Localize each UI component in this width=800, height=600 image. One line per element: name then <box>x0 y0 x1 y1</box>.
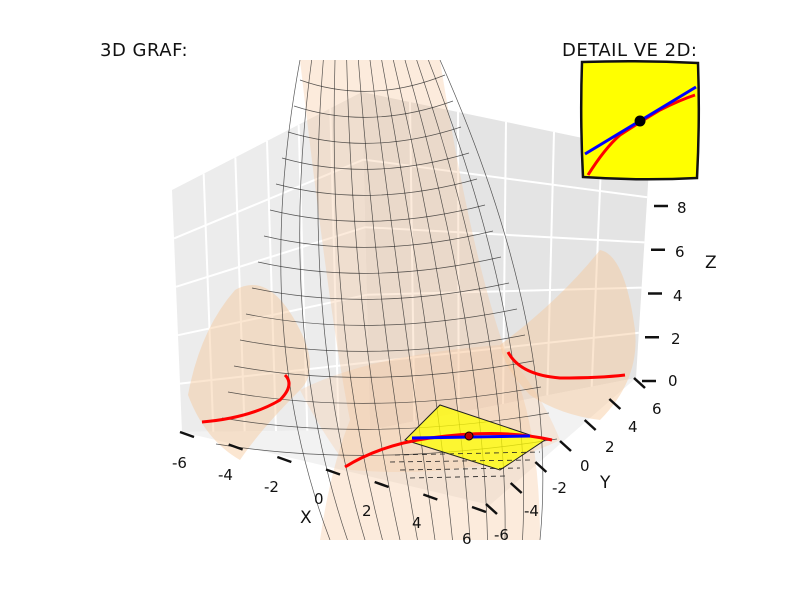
mesh-line <box>299 60 348 540</box>
mesh-line <box>428 60 524 540</box>
x-tick-label: -2 <box>264 478 279 496</box>
x-tick-label: -4 <box>218 466 233 484</box>
grid-line <box>502 121 507 405</box>
y-tick-mark <box>583 419 597 431</box>
x-tick-label: 4 <box>412 514 422 532</box>
surface-left-saddle <box>188 285 310 460</box>
mesh-line <box>239 334 526 352</box>
grid-line <box>173 158 364 240</box>
y-tick-label: 0 <box>580 457 590 475</box>
z-tick-label: 4 <box>673 287 683 305</box>
back-panes <box>172 92 650 505</box>
y-tick-mark <box>633 377 646 389</box>
inset-point <box>634 115 646 127</box>
surface-mesh <box>215 60 558 540</box>
mesh-line <box>346 60 401 540</box>
x-tick-label: 2 <box>362 502 372 520</box>
x-tick-mark <box>276 455 292 464</box>
grid-line <box>457 111 460 413</box>
mesh-line <box>299 74 446 92</box>
mesh-line <box>221 412 550 430</box>
grid-line <box>590 141 603 387</box>
shadow-line <box>409 475 506 479</box>
y-tick-mark <box>509 482 523 494</box>
mesh-line <box>245 308 518 326</box>
shadow-line <box>399 467 521 471</box>
x-tick-mark <box>179 430 195 439</box>
tangent-plane-shadow <box>389 451 541 479</box>
x-tick-mark <box>471 505 487 514</box>
mesh-line <box>257 256 502 274</box>
level-curve-left <box>201 373 291 424</box>
mesh-line <box>357 60 418 540</box>
y-tick-mark <box>559 440 572 452</box>
x-tick-mark <box>228 443 244 451</box>
z-axis-label: Z <box>705 253 717 273</box>
right-back-pane <box>362 92 650 430</box>
z-tick-label: 8 <box>677 199 687 217</box>
x-tick-labels: -6 -4 -2 0 2 4 6 <box>172 454 472 548</box>
z-tick-label: 2 <box>671 330 681 348</box>
axis-ticks <box>179 204 668 515</box>
x-tick-label: 0 <box>314 490 324 508</box>
grid-line <box>175 226 366 288</box>
grid-line <box>409 101 416 422</box>
mesh-line <box>381 60 453 540</box>
y-tick-mark <box>534 461 548 473</box>
grid-line <box>366 286 642 296</box>
mesh-line <box>281 152 470 170</box>
shadow-line <box>394 451 541 456</box>
x-tick-mark <box>374 480 390 489</box>
grid-line <box>546 131 555 396</box>
mesh-line <box>439 60 544 540</box>
mesh-line <box>269 204 486 222</box>
y-tick-label: -2 <box>552 479 567 497</box>
inset-title: DETAIL VE 2D: <box>562 40 698 61</box>
mesh-line <box>251 282 510 300</box>
grid-line <box>266 140 277 432</box>
y-tick-label: -4 <box>524 502 539 520</box>
grid-line <box>179 361 369 385</box>
grid-line <box>234 157 246 432</box>
grid-line <box>202 173 215 432</box>
y-tick-mark <box>485 503 498 515</box>
tangent-point <box>464 431 474 441</box>
grid-line <box>297 124 309 431</box>
x-tick-label: 6 <box>462 530 472 548</box>
level-curve-right <box>506 351 626 380</box>
y-tick-mark <box>608 398 622 410</box>
mesh-line <box>392 60 471 540</box>
mesh-line <box>317 60 366 540</box>
y-tick-label: 6 <box>652 400 662 418</box>
mesh-line <box>287 126 462 144</box>
mesh-line <box>333 60 383 540</box>
mesh-line <box>293 100 454 118</box>
mesh-line <box>263 230 494 248</box>
x-tick-mark <box>325 468 341 476</box>
grid-lines <box>173 101 648 432</box>
mesh-line <box>280 60 331 540</box>
y-tick-label: 4 <box>628 418 638 436</box>
inset-detail <box>579 59 701 181</box>
mesh-line <box>275 178 478 196</box>
y-tick-label: -6 <box>494 526 509 544</box>
z-tick-label: 0 <box>668 372 678 390</box>
mesh-line <box>404 60 488 540</box>
mesh-line <box>369 60 436 540</box>
x-tick-label: -6 <box>172 454 187 472</box>
x-axis-label: X <box>300 508 312 528</box>
chart-title: 3D GRAF: <box>100 40 188 61</box>
z-tick-labels: 0 2 4 6 8 <box>668 199 687 390</box>
y-tick-labels: -6 -4 -2 0 2 4 6 <box>494 400 662 544</box>
mesh-line <box>233 360 534 378</box>
x-tick-mark <box>422 493 438 501</box>
grid-line <box>177 293 368 337</box>
y-axis-label: Y <box>599 473 611 493</box>
y-tick-label: 2 <box>605 438 615 456</box>
mesh-line <box>227 386 542 404</box>
z-tick-label: 6 <box>675 243 685 261</box>
surface <box>188 60 636 540</box>
grid-line <box>368 331 639 364</box>
